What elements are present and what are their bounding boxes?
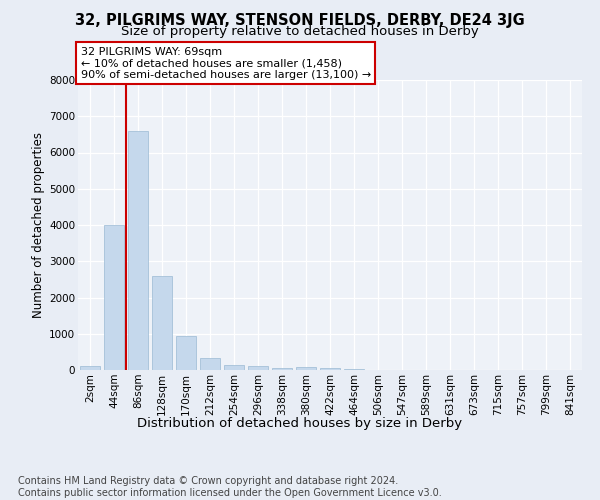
- Bar: [152, 276, 172, 370]
- Text: Distribution of detached houses by size in Derby: Distribution of detached houses by size …: [137, 418, 463, 430]
- Text: 32, PILGRIMS WAY, STENSON FIELDS, DERBY, DE24 3JG: 32, PILGRIMS WAY, STENSON FIELDS, DERBY,…: [75, 12, 525, 28]
- Y-axis label: Number of detached properties: Number of detached properties: [32, 132, 45, 318]
- Bar: [224, 366, 244, 370]
- Bar: [272, 368, 292, 370]
- Bar: [104, 225, 124, 370]
- Text: Size of property relative to detached houses in Derby: Size of property relative to detached ho…: [121, 25, 479, 38]
- Bar: [296, 367, 316, 370]
- Bar: [320, 368, 340, 370]
- Bar: [200, 358, 220, 370]
- Bar: [128, 130, 148, 370]
- Bar: [248, 366, 268, 370]
- Bar: [176, 336, 196, 370]
- Bar: [344, 369, 364, 370]
- Text: Contains HM Land Registry data © Crown copyright and database right 2024.
Contai: Contains HM Land Registry data © Crown c…: [18, 476, 442, 498]
- Text: 32 PILGRIMS WAY: 69sqm
← 10% of detached houses are smaller (1,458)
90% of semi-: 32 PILGRIMS WAY: 69sqm ← 10% of detached…: [80, 47, 371, 80]
- Bar: [80, 366, 100, 370]
